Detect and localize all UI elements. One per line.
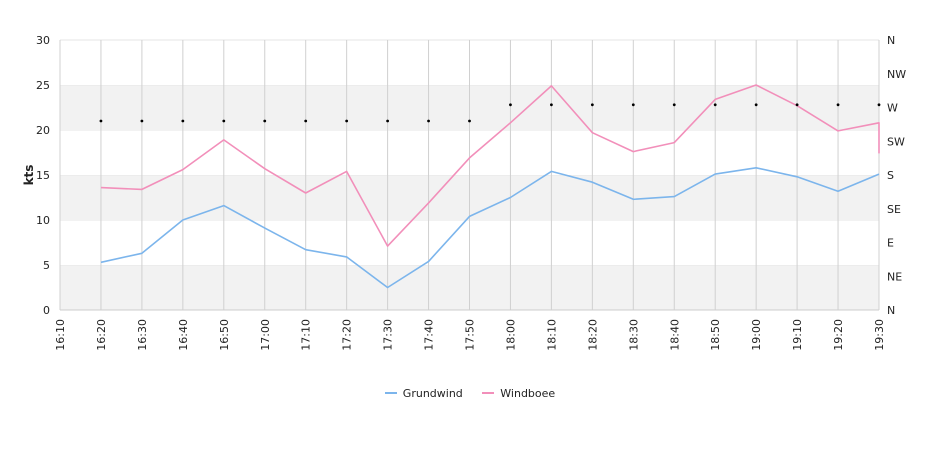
x-tick-label: 17:00 xyxy=(259,319,272,351)
y-axis-label: kts xyxy=(22,165,36,186)
y2-tick-label: N xyxy=(887,304,895,317)
x-tick-label: 18:20 xyxy=(586,319,599,351)
x-tick-label: 17:50 xyxy=(464,319,477,351)
series-lines xyxy=(100,84,880,289)
x-tick-label: 18:50 xyxy=(709,319,722,351)
legend-label-windboee: Windboee xyxy=(500,386,556,400)
direction-point xyxy=(263,119,267,123)
vertical-gridlines xyxy=(59,40,880,310)
direction-point xyxy=(795,103,799,107)
direction-point xyxy=(140,119,144,123)
x-tick-label: 17:30 xyxy=(382,319,395,351)
y2-tick-label: S xyxy=(887,169,894,182)
x-tick-label: 19:20 xyxy=(832,319,845,351)
x-tick-label: 16:50 xyxy=(218,319,231,351)
direction-point xyxy=(590,103,594,107)
direction-point xyxy=(550,103,553,107)
x-tick-label: 18:30 xyxy=(627,319,640,351)
y-tick-label: 0 xyxy=(43,304,50,317)
direction-point xyxy=(672,103,676,107)
direction-point xyxy=(754,103,758,107)
y2-tick-label: N xyxy=(887,34,895,47)
x-tick-label: 18:00 xyxy=(504,319,517,351)
y2-tick-label: SW xyxy=(887,135,905,148)
x-tick-label: 19:00 xyxy=(750,319,763,351)
y-tick-label: 20 xyxy=(36,124,50,137)
direction-point xyxy=(509,103,512,107)
direction-point xyxy=(304,119,308,123)
y-axis-ticks: 0 5 10 15 20 25 30 xyxy=(36,34,50,317)
x-tick-label: 17:40 xyxy=(423,319,436,351)
direction-point xyxy=(836,103,840,107)
direction-point xyxy=(386,119,389,123)
x-tick-label: 19:10 xyxy=(791,319,804,351)
y2-tick-label: E xyxy=(887,237,894,250)
x-tick-label: 18:40 xyxy=(668,319,681,351)
x-tick-label: 16:20 xyxy=(95,319,108,351)
x-tick-label: 16:40 xyxy=(177,319,190,351)
x-axis-ticks: 16:10 16:20 16:30 16:40 16:50 17:00 17:10 17:20… xyxy=(54,319,886,351)
direction-point xyxy=(99,119,103,123)
y2-tick-label: NE xyxy=(887,270,902,283)
direction-point xyxy=(877,103,881,107)
x-tick-label: 17:20 xyxy=(341,319,354,351)
x-tick-label: 17:10 xyxy=(300,319,313,351)
legend-item-grundwind[interactable]: Grundwind xyxy=(384,386,463,400)
direction-point xyxy=(427,119,430,123)
x-tick-label: 19:30 xyxy=(873,319,886,351)
x-tick-label: 16:10 xyxy=(54,319,67,351)
legend: Grundwind Windboee xyxy=(0,384,940,400)
y-tick-label: 15 xyxy=(36,169,50,182)
direction-points xyxy=(99,103,881,123)
y2-tick-label: NW xyxy=(887,68,906,81)
series-line-grundwind xyxy=(100,167,880,289)
y-tick-label: 10 xyxy=(36,214,50,227)
direction-point xyxy=(713,103,717,107)
y-tick-label: 30 xyxy=(36,34,50,47)
direction-point xyxy=(631,103,635,107)
direction-point xyxy=(468,119,471,123)
legend-swatch-windboee xyxy=(482,392,495,394)
legend-label-grundwind: Grundwind xyxy=(402,386,463,400)
y-tick-label: 25 xyxy=(36,79,50,92)
series-line-windboee xyxy=(100,84,880,247)
legend-item-windboee[interactable]: Windboee xyxy=(482,387,555,400)
x-tick-label: 18:10 xyxy=(545,319,558,351)
direction-point xyxy=(222,119,226,123)
y2-tick-label: SE xyxy=(887,203,901,216)
x-tick-label: 16:30 xyxy=(136,319,149,351)
direction-point xyxy=(345,119,349,123)
y2-tick-label: W xyxy=(887,102,898,115)
y2-axis-ticks: N NE E SE S SW W NW N xyxy=(887,34,906,317)
legend-swatch-grundwind xyxy=(384,392,397,394)
direction-point xyxy=(181,119,185,123)
y-tick-label: 5 xyxy=(43,259,50,272)
